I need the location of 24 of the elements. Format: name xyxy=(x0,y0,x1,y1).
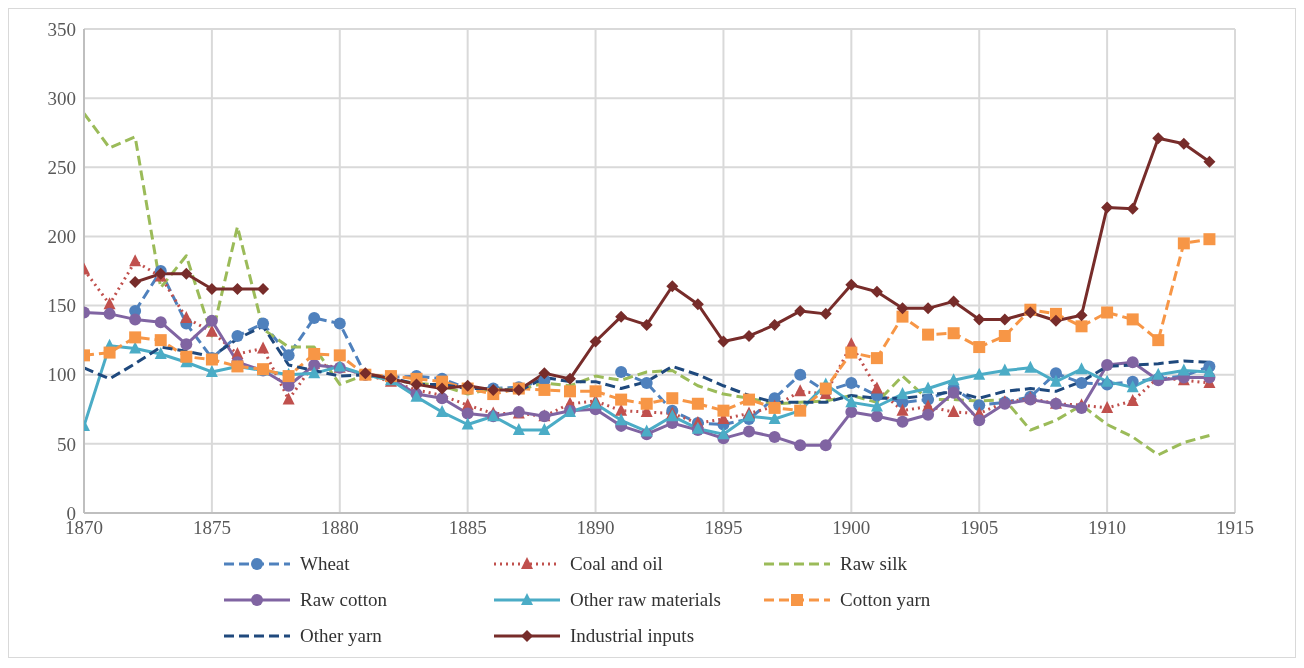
legend-label: Industrial inputs xyxy=(570,625,695,647)
x-tick-label: 1900 xyxy=(832,517,871,539)
x-tick-label: 1895 xyxy=(704,517,743,539)
y-tick-label: 100 xyxy=(47,364,76,386)
legend-label: Other raw materials xyxy=(570,589,721,611)
y-tick-label: 250 xyxy=(47,157,76,179)
legend-label: Raw cotton xyxy=(300,589,388,611)
legend-label: Other yarn xyxy=(300,625,382,647)
legend-label: Wheat xyxy=(300,553,350,575)
x-tick-label: 1910 xyxy=(1088,517,1127,539)
y-tick-label: 350 xyxy=(47,18,76,40)
y-tick-label: 150 xyxy=(47,295,76,317)
x-tick-label: 1890 xyxy=(576,517,615,539)
x-tick-label: 1875 xyxy=(192,517,231,539)
y-tick-label: 50 xyxy=(57,433,76,455)
legend-label: Cotton yarn xyxy=(840,589,931,611)
legend-label: Raw silk xyxy=(840,553,908,575)
x-tick-label: 1880 xyxy=(320,517,359,539)
legend-label: Coal and oil xyxy=(570,553,663,575)
x-tick-label: 1915 xyxy=(1216,517,1254,539)
y-tick-label: 300 xyxy=(47,87,76,109)
y-tick-label: 200 xyxy=(47,226,76,248)
x-tick-label: 1905 xyxy=(960,517,999,539)
x-tick-label: 1885 xyxy=(448,517,487,539)
